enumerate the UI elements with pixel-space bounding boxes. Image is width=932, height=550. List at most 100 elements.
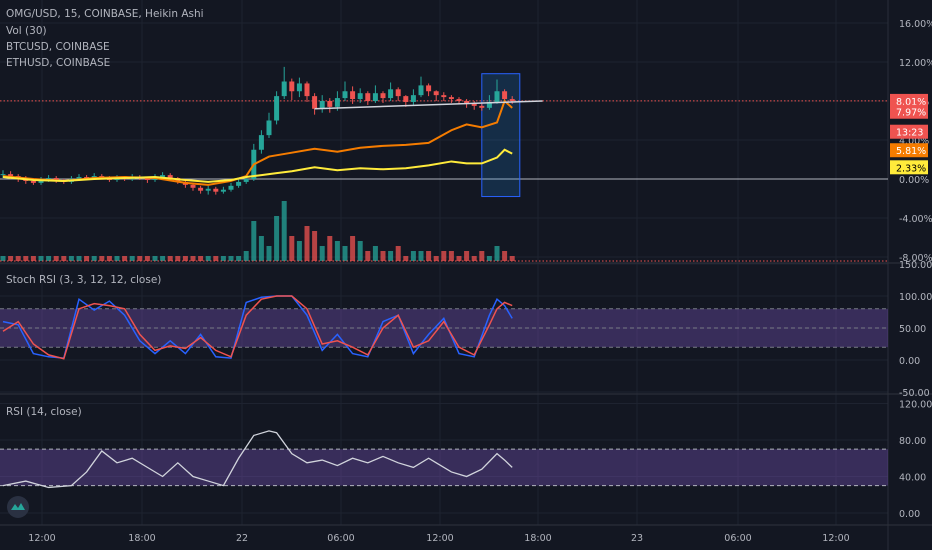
candle-body[interactable] <box>84 177 90 179</box>
candle-body[interactable] <box>365 93 371 101</box>
candle-body[interactable] <box>99 176 105 178</box>
candle-body[interactable] <box>441 95 447 98</box>
candle-body[interactable] <box>502 91 508 100</box>
candle-body[interactable] <box>380 93 386 99</box>
volume-bar <box>205 256 211 261</box>
volume-bar <box>23 256 29 261</box>
candle-body[interactable] <box>418 85 424 96</box>
candle-body[interactable] <box>258 135 264 150</box>
candle-body[interactable] <box>388 89 394 99</box>
candle-body[interactable] <box>205 188 211 191</box>
candle-body[interactable] <box>448 97 454 100</box>
trendline[interactable] <box>314 100 543 110</box>
volume-bar <box>53 256 59 261</box>
volume-bar <box>433 256 439 261</box>
candle-body[interactable] <box>76 177 82 179</box>
volume-bar <box>365 251 371 261</box>
volume-bar <box>8 256 14 261</box>
candle-body[interactable] <box>426 85 432 92</box>
candle-body[interactable] <box>167 175 173 179</box>
stoch-legend: Stoch RSI (3, 3, 12, 12, close) <box>6 274 161 286</box>
candle-body[interactable] <box>433 91 439 96</box>
candle-body[interactable] <box>274 96 280 121</box>
time-axis-tick-label: 06:00 <box>327 533 354 544</box>
stoch-d-line[interactable] <box>2 295 513 360</box>
candle-body[interactable] <box>494 91 500 102</box>
candle-body[interactable] <box>372 93 378 101</box>
volume-bar <box>152 256 158 261</box>
candle-body[interactable] <box>334 98 340 107</box>
volume-bar <box>30 256 36 261</box>
candle-body[interactable] <box>198 187 204 191</box>
highlight-box[interactable] <box>481 73 521 198</box>
candle-body[interactable] <box>342 91 348 99</box>
candle-body[interactable] <box>30 180 36 183</box>
candle-body[interactable] <box>479 105 485 108</box>
candle-body[interactable] <box>266 120 272 136</box>
candle-body[interactable] <box>410 95 416 102</box>
candle-body[interactable] <box>403 96 409 102</box>
volume-bar <box>175 256 181 261</box>
candle-body[interactable] <box>327 101 333 107</box>
candle-body[interactable] <box>281 81 287 97</box>
price-badge <box>890 160 928 175</box>
candle-body[interactable] <box>350 91 356 100</box>
candle-body[interactable] <box>220 189 226 192</box>
btc-legend: BTCUSD, COINBASE <box>6 41 110 53</box>
volume-bar <box>296 241 302 261</box>
time-axis-tick-label: 12:00 <box>426 533 453 544</box>
candle-body[interactable] <box>213 188 219 192</box>
volume-bar <box>274 216 280 261</box>
candle-body[interactable] <box>236 181 242 186</box>
candle-body[interactable] <box>296 83 302 92</box>
volume-bar <box>289 236 295 261</box>
candle-body[interactable] <box>8 174 14 177</box>
candle-body[interactable] <box>464 101 470 104</box>
candle-body[interactable] <box>304 83 310 97</box>
stoch-rsi-pane[interactable] <box>0 295 888 360</box>
volume-bar <box>304 226 310 261</box>
axis-layer: 16.00%12.00%8.00%4.00%0.00%-4.00%-8.00%1… <box>28 19 932 544</box>
time-axis-tick-label: 18:00 <box>524 533 551 544</box>
volume-bar <box>182 256 188 261</box>
volume-bar <box>502 251 508 261</box>
candle-body[interactable] <box>228 185 234 190</box>
price-pane[interactable] <box>0 66 888 262</box>
rsi-pane[interactable] <box>0 430 888 489</box>
candle-body[interactable] <box>144 178 150 180</box>
stoch-k-line[interactable] <box>2 295 513 359</box>
price-badge-label: 5.81% <box>896 146 926 157</box>
candle-body[interactable] <box>312 96 318 109</box>
volume-bar <box>418 251 424 261</box>
candle-body[interactable] <box>486 101 492 108</box>
candle-body[interactable] <box>456 99 462 101</box>
volume-bar <box>213 256 219 261</box>
volume-bar <box>61 256 67 261</box>
candle-body[interactable] <box>289 81 295 92</box>
volume-bar <box>160 256 166 261</box>
candle-body[interactable] <box>509 99 515 101</box>
price-badge-label: 2.33% <box>896 163 926 174</box>
candle-body[interactable] <box>357 93 363 100</box>
volume-bar <box>198 256 204 261</box>
volume-bar <box>464 251 470 261</box>
rsi-legend: RSI (14, close) <box>6 406 82 418</box>
candle-body[interactable] <box>395 89 401 97</box>
candle-body[interactable] <box>160 175 166 178</box>
volume-bar <box>312 231 318 261</box>
volume-bar <box>220 256 226 261</box>
candle-body[interactable] <box>243 179 249 182</box>
candle-body[interactable] <box>319 101 325 109</box>
candle-body[interactable] <box>190 184 196 188</box>
rsi-line[interactable] <box>2 430 513 489</box>
volume-bar <box>236 256 242 261</box>
candle-body[interactable] <box>0 174 6 176</box>
tradingview-logo-icon[interactable] <box>7 496 29 518</box>
candle-body[interactable] <box>38 179 44 183</box>
time-axis-tick-label: 12:00 <box>28 533 55 544</box>
ethusd-line[interactable] <box>2 148 513 183</box>
volume-bar <box>243 251 249 261</box>
volume-bar <box>84 256 90 261</box>
candle-body[interactable] <box>471 103 477 106</box>
